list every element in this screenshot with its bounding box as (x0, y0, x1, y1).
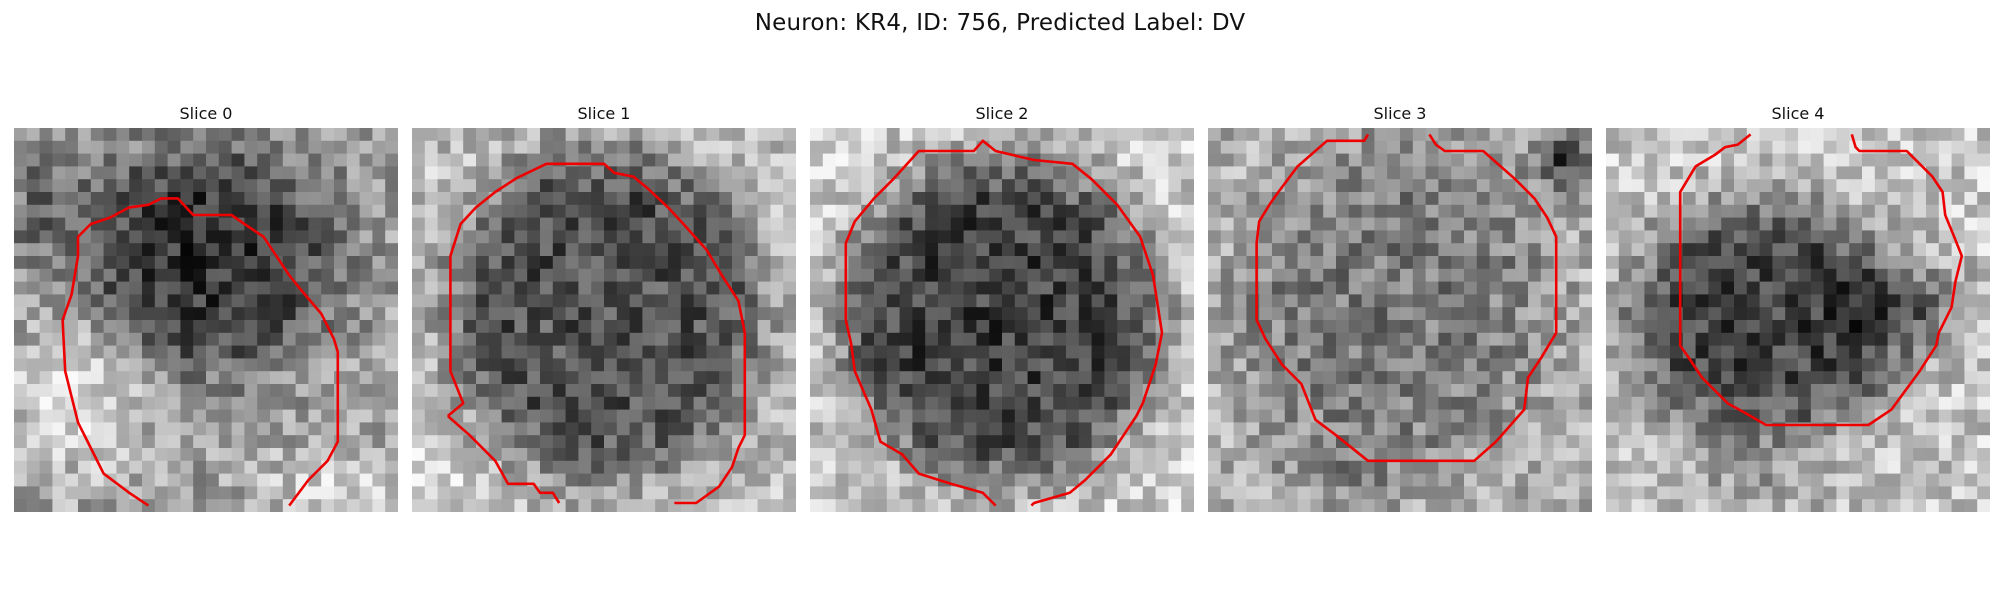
slice-panel-4: Slice 4 (1606, 104, 1990, 512)
slice-panel-1: Slice 1 (412, 104, 796, 512)
pixel-grid (1208, 128, 1592, 512)
pixel-grid (1606, 128, 1990, 512)
slice-image-4 (1606, 128, 1990, 512)
slice-image-1 (412, 128, 796, 512)
pixel-grid (14, 128, 398, 512)
predicted-contour (1255, 133, 1558, 463)
slice-image-0 (14, 128, 398, 512)
slice-image-2 (810, 128, 1194, 512)
slice-image-3 (1208, 128, 1592, 512)
predicted-contour (61, 197, 340, 507)
slice-title-1: Slice 1 (577, 104, 631, 123)
pixel-grid (810, 128, 1194, 512)
slice-title-2: Slice 2 (975, 104, 1029, 123)
slice-title-3: Slice 3 (1373, 104, 1427, 123)
slice-title-0: Slice 0 (179, 104, 233, 123)
predicted-contour (1678, 133, 1964, 427)
slice-panel-0: Slice 0 (14, 104, 398, 512)
figure-title: Neuron: KR4, ID: 756, Predicted Label: D… (754, 10, 1246, 36)
predicted-contour (844, 139, 1164, 507)
predicted-contour-1 (446, 415, 561, 504)
slice-panel-3: Slice 3 (1208, 104, 1592, 512)
slice-panel-2: Slice 2 (810, 104, 1194, 512)
predicted-contour (446, 162, 747, 505)
slice-title-4: Slice 4 (1771, 104, 1825, 123)
pixel-grid (412, 128, 796, 512)
